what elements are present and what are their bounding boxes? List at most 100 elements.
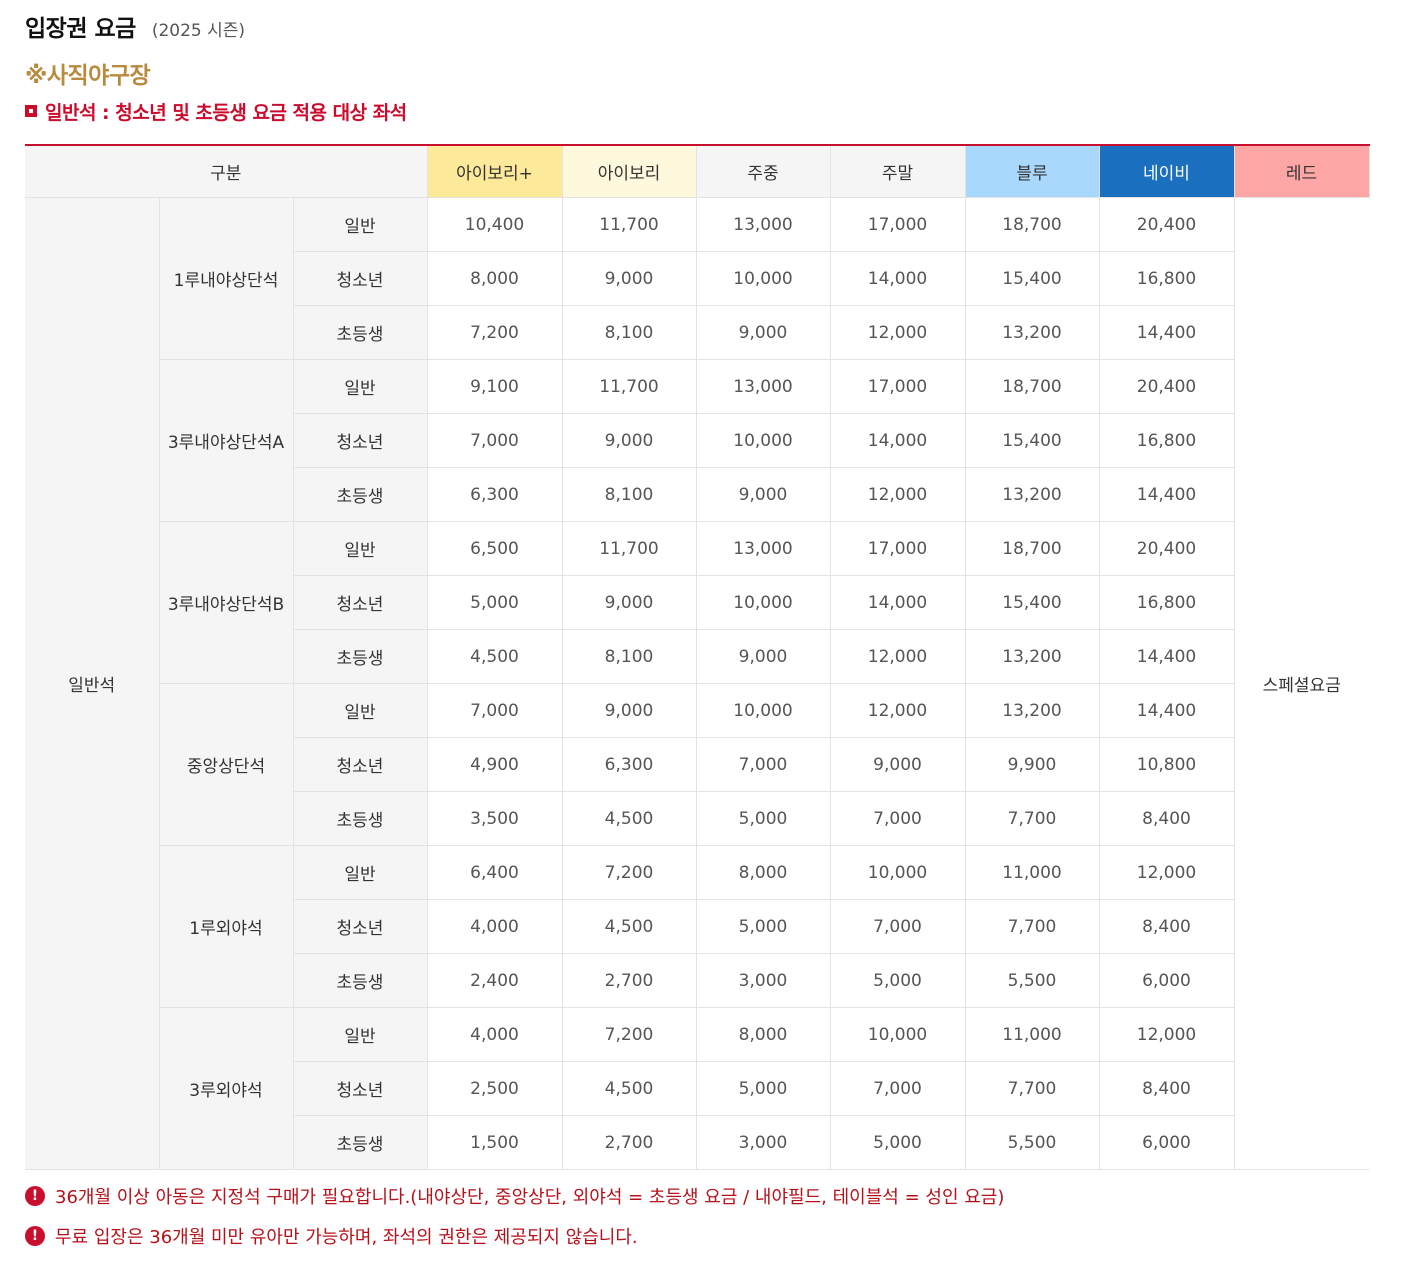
price-cell: 20,400 xyxy=(1098,359,1234,414)
header-grade-3: 주말 xyxy=(830,145,966,198)
price-cell: 13,200 xyxy=(964,467,1100,522)
price-cell: 12,000 xyxy=(829,305,966,360)
price-cell: 3,000 xyxy=(695,953,831,1008)
price-cell: 9,000 xyxy=(695,305,831,360)
age-category: 청소년 xyxy=(293,1061,428,1116)
section-name: 3루내야상단석B xyxy=(159,521,294,684)
price-cell: 2,700 xyxy=(561,953,697,1008)
price-cell: 15,400 xyxy=(964,413,1100,468)
price-cell: 5,000 xyxy=(829,1115,966,1170)
price-cell: 20,400 xyxy=(1098,197,1235,252)
price-cell: 2,500 xyxy=(426,1061,563,1116)
price-cell: 13,000 xyxy=(695,359,831,414)
price-cell: 11,700 xyxy=(561,359,697,414)
square-bullet-icon xyxy=(25,105,37,117)
price-cell: 12,000 xyxy=(829,629,966,684)
header-category: 구분 xyxy=(25,145,428,198)
table-row: 청소년 7,000 9,000 10,000 14,000 15,400 16,800 xyxy=(25,413,1369,468)
price-cell: 4,000 xyxy=(426,1007,563,1062)
exclamation-icon: ! xyxy=(25,1186,45,1206)
table-body: 일반석 1루내야상단석 일반 10,400 11,700 13,000 17,000 18,7… xyxy=(25,197,1369,1170)
price-cell: 10,800 xyxy=(1098,737,1234,792)
price-cell: 8,400 xyxy=(1098,1061,1234,1116)
price-cell: 11,700 xyxy=(561,197,697,252)
price-cell: 7,000 xyxy=(695,737,831,792)
age-category: 청소년 xyxy=(293,737,428,792)
price-cell: 9,000 xyxy=(561,683,697,738)
section-name: 3루외야석 xyxy=(159,1007,294,1170)
price-cell: 7,000 xyxy=(829,791,966,846)
price-cell: 8,400 xyxy=(1098,899,1234,954)
price-cell: 4,500 xyxy=(561,899,697,954)
price-cell: 9,000 xyxy=(561,251,697,306)
seat-notice-text: 일반석 : 청소년 및 초등생 요금 적용 대상 좌석 xyxy=(45,101,407,124)
price-cell: 20,400 xyxy=(1098,521,1234,576)
price-cell: 13,200 xyxy=(964,629,1100,684)
table-row: 초등생 1,500 2,700 3,000 5,000 5,500 6,000 xyxy=(25,1115,1369,1170)
price-cell: 7,000 xyxy=(829,1061,966,1116)
price-cell: 7,200 xyxy=(561,1007,697,1062)
price-cell: 4,500 xyxy=(561,791,697,846)
price-cell: 8,000 xyxy=(426,251,563,306)
footnote-text: 무료 입장은 36개월 미만 유아만 가능하며, 좌석의 권한은 제공되지 않습… xyxy=(55,1227,638,1248)
price-cell: 10,000 xyxy=(695,575,831,630)
price-cell: 7,700 xyxy=(964,1061,1100,1116)
age-category: 초등생 xyxy=(293,1115,428,1170)
price-cell: 16,800 xyxy=(1098,251,1234,306)
price-cell: 4,900 xyxy=(426,737,563,792)
age-category: 청소년 xyxy=(293,575,428,630)
header-grade-6: 레드 xyxy=(1234,145,1370,198)
price-cell: 7,700 xyxy=(964,791,1100,846)
price-cell: 11,000 xyxy=(964,845,1100,900)
table-row: 청소년 4,000 4,500 5,000 7,000 7,700 8,400 xyxy=(25,899,1369,954)
table-row: 초등생 2,400 2,700 3,000 5,000 5,500 6,000 xyxy=(25,953,1369,1008)
price-cell: 17,000 xyxy=(829,359,966,414)
price-cell: 9,000 xyxy=(829,737,966,792)
table-header-row: 구분 아이보리+ 아이보리 주중 주말 블루 네이비 레드 xyxy=(25,145,1370,198)
age-category: 일반 xyxy=(292,845,428,900)
age-category: 일반 xyxy=(292,197,428,252)
price-cell: 12,000 xyxy=(829,467,966,522)
table-row: 1루외야석 일반 6,400 7,200 8,000 10,000 11,000 12,000 xyxy=(25,845,1369,1008)
price-cell: 6,300 xyxy=(561,737,697,792)
price-cell: 9,000 xyxy=(695,629,831,684)
footnote-item: ! 36개월 이상 아동은 지정석 구매가 필요합니다.(내야상단, 중앙상단, … xyxy=(25,1176,1369,1216)
table-row: 일반석 1루내야상단석 일반 10,400 11,700 13,000 17,000 18,7… xyxy=(25,197,1369,1170)
price-table: 구분 아이보리+ 아이보리 주중 주말 블루 네이비 레드 일반석 1루내야상단석 일반 10,4… xyxy=(25,144,1370,1170)
price-cell: 14,000 xyxy=(829,575,966,630)
section-name: 1루외야석 xyxy=(159,845,294,1008)
table-row: 3루외야석 일반 4,000 7,200 8,000 10,000 11,000 12,000 xyxy=(25,1007,1369,1170)
price-cell: 7,700 xyxy=(964,899,1100,954)
price-cell: 7,200 xyxy=(561,845,697,900)
page-title: 입장권 요금 xyxy=(25,16,136,42)
exclamation-icon: ! xyxy=(25,1226,45,1246)
price-cell: 2,700 xyxy=(561,1115,697,1170)
price-cell: 12,000 xyxy=(1098,1007,1234,1062)
age-category: 초등생 xyxy=(293,953,428,1008)
price-cell: 10,000 xyxy=(695,683,831,738)
table-row: 초등생 4,500 8,100 9,000 12,000 13,200 14,400 xyxy=(25,629,1369,684)
table-row: 3루내야상단석A 일반 9,100 11,700 13,000 17,000 18,700 2… xyxy=(25,359,1369,522)
price-cell: 17,000 xyxy=(829,197,966,252)
title-row: 입장권 요금 (2025 시즌) xyxy=(25,0,1369,50)
price-cell: 7,000 xyxy=(829,899,966,954)
price-cell: 12,000 xyxy=(829,683,966,738)
price-cell: 16,800 xyxy=(1098,575,1234,630)
price-cell: 5,000 xyxy=(426,575,563,630)
price-cell: 11,700 xyxy=(561,521,697,576)
price-cell: 3,500 xyxy=(426,791,563,846)
footnote-text: 36개월 이상 아동은 지정석 구매가 필요합니다.(내야상단, 중앙상단, 외… xyxy=(55,1187,1005,1208)
table-row: 초등생 3,500 4,500 5,000 7,000 7,700 8,400 xyxy=(25,791,1369,846)
header-grade-4: 블루 xyxy=(965,145,1100,198)
price-cell: 5,000 xyxy=(829,953,966,1008)
price-cell: 18,700 xyxy=(964,359,1100,414)
price-cell: 7,000 xyxy=(426,413,563,468)
table-row: 초등생 6,300 8,100 9,000 12,000 13,200 14,400 xyxy=(25,467,1369,522)
season-label: (2025 시즌) xyxy=(151,20,246,41)
age-category: 초등생 xyxy=(293,467,428,522)
age-category: 청소년 xyxy=(293,251,428,306)
price-cell: 9,000 xyxy=(561,413,697,468)
price-cell: 14,000 xyxy=(829,413,966,468)
age-category: 초등생 xyxy=(293,305,428,360)
